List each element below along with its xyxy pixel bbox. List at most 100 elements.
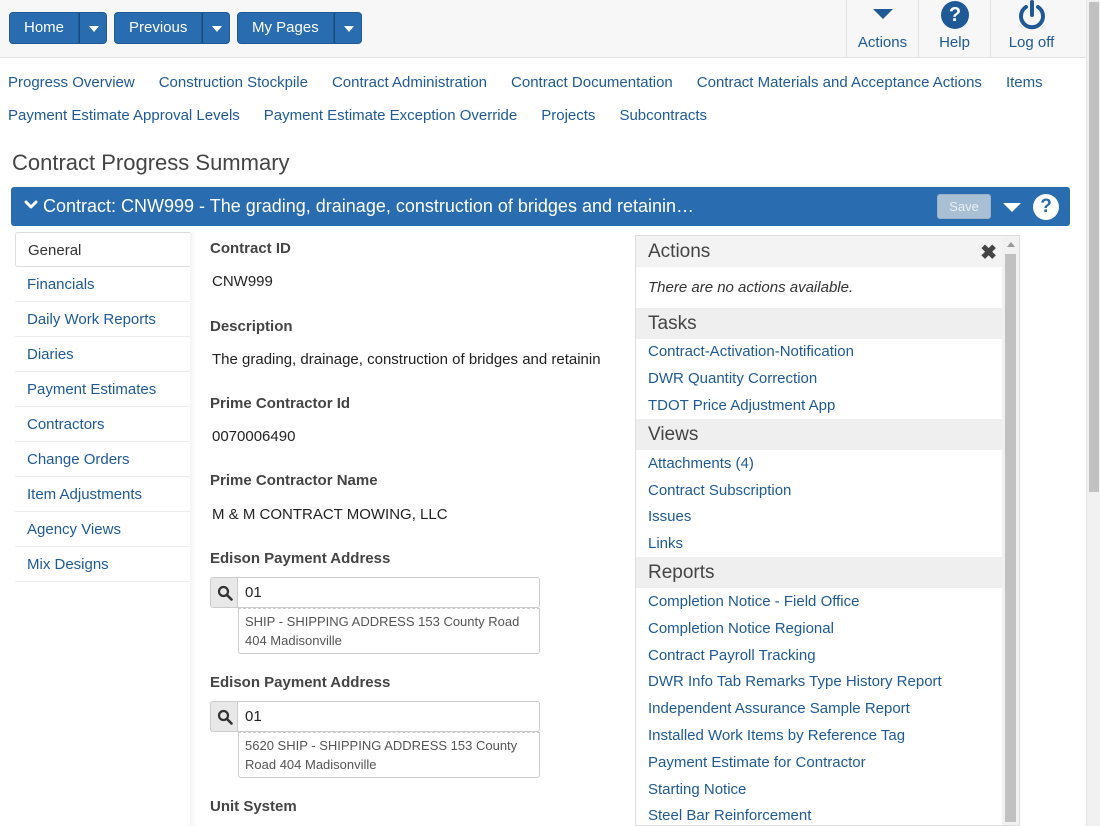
edison-payment-address-lookup: 01 SHIP - SHIPPING ADDRESS 153 County Ro… bbox=[210, 577, 540, 654]
sidebar-item-diaries[interactable]: Diaries bbox=[15, 337, 190, 372]
close-icon[interactable]: ✖ bbox=[980, 242, 997, 264]
link-construction-stockpile[interactable]: Construction Stockpile bbox=[158, 74, 308, 91]
report-link[interactable]: Completion Notice - Field Office bbox=[648, 593, 860, 610]
related-links-row: Progress Overview Construction Stockpile… bbox=[8, 74, 1083, 98]
link-progress-overview[interactable]: Progress Overview bbox=[8, 74, 135, 91]
log-off-label: Log off bbox=[1008, 34, 1055, 51]
prime-contractor-name-value: M & M CONTRACT MOWING, LLC bbox=[212, 506, 448, 523]
search-icon bbox=[217, 585, 233, 601]
view-link[interactable]: Contract Subscription bbox=[648, 482, 792, 499]
chevron-down-icon[interactable] bbox=[23, 197, 39, 213]
home-button-group: Home bbox=[9, 12, 108, 44]
search-button[interactable] bbox=[210, 577, 238, 608]
report-link[interactable]: Payment Estimate for Contractor bbox=[648, 754, 866, 771]
link-contract-materials[interactable]: Contract Materials and Acceptance Action… bbox=[696, 74, 982, 91]
log-off-button[interactable]: Log off bbox=[990, 0, 1072, 58]
task-link[interactable]: Contract-Activation-Notification bbox=[648, 343, 854, 360]
my-pages-dropdown-caret-icon[interactable] bbox=[333, 12, 362, 44]
contract-title: Contract: CNW999 - The grading, drainage… bbox=[43, 196, 695, 216]
search-button[interactable] bbox=[210, 701, 238, 732]
link-contract-administration[interactable]: Contract Administration bbox=[331, 74, 488, 91]
edison-payment-address-input[interactable]: 01 bbox=[238, 577, 540, 608]
report-link[interactable]: Starting Notice bbox=[648, 781, 747, 798]
actions-panel-scrollbar[interactable] bbox=[1002, 236, 1019, 825]
my-pages-button[interactable]: My Pages bbox=[237, 12, 334, 44]
actions-panel: Actions ✖ There are no actions available… bbox=[635, 235, 1020, 826]
caret-down-icon[interactable] bbox=[1003, 203, 1021, 212]
help-label: Help bbox=[939, 34, 970, 51]
report-link[interactable]: Contract Payroll Tracking bbox=[648, 647, 816, 664]
previous-button[interactable]: Previous bbox=[114, 12, 203, 44]
help-icon[interactable]: ? bbox=[1033, 194, 1059, 220]
actions-menu-button[interactable]: Actions bbox=[846, 0, 918, 58]
sidebar-item-change-orders[interactable]: Change Orders bbox=[15, 442, 190, 477]
page-scrollbar[interactable] bbox=[1086, 0, 1100, 826]
search-icon bbox=[217, 709, 233, 725]
view-link[interactable]: Attachments (4) bbox=[648, 455, 754, 472]
sidebar-item-contractors[interactable]: Contractors bbox=[15, 407, 190, 442]
link-subcontracts[interactable]: Subcontracts bbox=[619, 107, 707, 124]
save-button[interactable]: Save bbox=[937, 194, 991, 219]
sidebar-item-payment-estimates[interactable]: Payment Estimates bbox=[15, 372, 190, 407]
link-payment-estimate-approval-levels[interactable]: Payment Estimate Approval Levels bbox=[8, 107, 240, 124]
task-link[interactable]: TDOT Price Adjustment App bbox=[648, 397, 836, 414]
report-link[interactable]: Completion Notice Regional bbox=[648, 620, 834, 637]
content-divider bbox=[190, 232, 196, 826]
view-link[interactable]: Issues bbox=[648, 508, 692, 525]
report-link[interactable]: Steel Bar Reinforcement bbox=[648, 807, 812, 824]
actions-menu-label: Actions bbox=[857, 34, 908, 51]
link-payment-estimate-exception-override[interactable]: Payment Estimate Exception Override bbox=[263, 107, 518, 124]
report-link[interactable]: Installed Work Items by Reference Tag bbox=[648, 727, 906, 744]
home-dropdown-caret-icon[interactable] bbox=[79, 12, 108, 44]
lookup-input-row: 01 bbox=[210, 701, 540, 732]
prime-contractor-name-label: Prime Contractor Name bbox=[210, 472, 378, 489]
views-section-title: Views bbox=[636, 419, 1002, 450]
related-links: Progress Overview Construction Stockpile… bbox=[8, 74, 1083, 140]
link-projects[interactable]: Projects bbox=[541, 107, 596, 124]
reports-section-title: Reports bbox=[636, 557, 1002, 588]
prime-contractor-id-label: Prime Contractor Id bbox=[210, 395, 351, 412]
report-link[interactable]: Independent Assurance Sample Report bbox=[648, 700, 910, 717]
unit-system-label: Unit System bbox=[210, 798, 297, 815]
sidebar-item-item-adjustments[interactable]: Item Adjustments bbox=[15, 477, 190, 512]
sidebar-item-mix-designs[interactable]: Mix Designs bbox=[15, 547, 190, 582]
prime-contractor-id-value: 0070006490 bbox=[212, 428, 296, 445]
sidebar-item-general[interactable]: General bbox=[15, 232, 190, 267]
scroll-up-arrow-icon[interactable] bbox=[1007, 242, 1015, 247]
contract-id-value: CNW999 bbox=[212, 273, 273, 290]
home-button[interactable]: Home bbox=[9, 12, 80, 44]
top-toolbar: Home Previous My Pages Actions ? Help Lo… bbox=[0, 0, 1086, 58]
edison-payment-address-description: SHIP - SHIPPING ADDRESS 153 County Road … bbox=[238, 608, 540, 654]
sidebar-item-financials[interactable]: Financials bbox=[15, 267, 190, 302]
no-actions-message: There are no actions available. bbox=[648, 279, 854, 296]
previous-button-group: Previous bbox=[114, 12, 231, 44]
actions-section-title: Actions bbox=[636, 236, 1002, 267]
page-scrollbar-thumb[interactable] bbox=[1089, 2, 1099, 492]
task-link[interactable]: DWR Quantity Correction bbox=[648, 370, 818, 387]
edison-payment-address-lookup: 01 5620 SHIP - SHIPPING ADDRESS 153 Coun… bbox=[210, 701, 540, 778]
power-icon bbox=[1019, 0, 1045, 30]
page-title: Contract Progress Summary bbox=[12, 150, 290, 175]
link-items[interactable]: Items bbox=[1005, 74, 1043, 91]
edison-payment-address-input[interactable]: 01 bbox=[238, 701, 540, 732]
sidebar-item-daily-work-reports[interactable]: Daily Work Reports bbox=[15, 302, 190, 337]
tasks-section-title: Tasks bbox=[636, 308, 1002, 339]
edison-payment-address-label: Edison Payment Address bbox=[210, 550, 391, 567]
caret-down-icon bbox=[873, 9, 893, 19]
contract-id-label: Contract ID bbox=[210, 240, 291, 257]
previous-dropdown-caret-icon[interactable] bbox=[202, 12, 231, 44]
description-label: Description bbox=[210, 318, 293, 335]
top-right-menu: Actions ? Help Log off bbox=[846, 0, 1072, 58]
contract-header-bar[interactable]: Contract: CNW999 - The grading, drainage… bbox=[11, 187, 1070, 226]
help-icon: ? bbox=[941, 1, 969, 29]
link-contract-documentation[interactable]: Contract Documentation bbox=[511, 74, 673, 91]
help-button[interactable]: ? Help bbox=[918, 0, 990, 58]
sidebar-item-agency-views[interactable]: Agency Views bbox=[15, 512, 190, 547]
lookup-input-row: 01 bbox=[210, 577, 540, 608]
edison-payment-address-label: Edison Payment Address bbox=[210, 674, 391, 691]
my-pages-button-group: My Pages bbox=[237, 12, 362, 44]
actions-panel-scrollbar-thumb[interactable] bbox=[1005, 254, 1016, 822]
report-link[interactable]: DWR Info Tab Remarks Type History Report bbox=[648, 673, 942, 690]
view-link[interactable]: Links bbox=[648, 535, 684, 552]
edison-payment-address-description: 5620 SHIP - SHIPPING ADDRESS 153 County … bbox=[238, 732, 540, 778]
